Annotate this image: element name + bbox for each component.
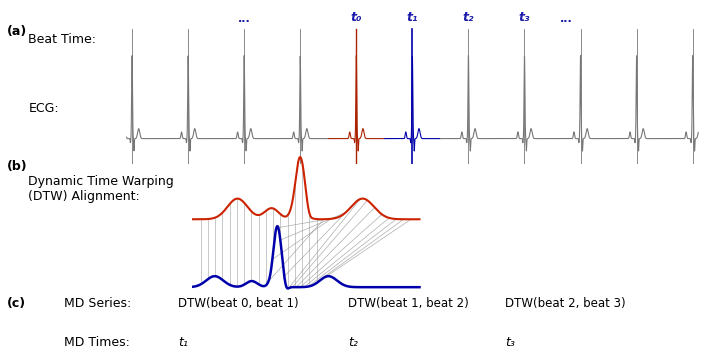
Text: MD Series:: MD Series: bbox=[64, 297, 132, 310]
Text: Beat Time:: Beat Time: bbox=[28, 33, 97, 46]
Text: ...: ... bbox=[560, 14, 573, 24]
Text: t₃: t₃ bbox=[505, 336, 515, 349]
Text: t₁: t₁ bbox=[407, 11, 418, 24]
Text: t₀: t₀ bbox=[351, 11, 362, 24]
Text: (a): (a) bbox=[7, 25, 27, 39]
Text: t₁: t₁ bbox=[178, 336, 188, 349]
Text: ECG:: ECG: bbox=[28, 102, 59, 115]
Text: ...: ... bbox=[237, 14, 250, 24]
Text: t₂: t₂ bbox=[348, 336, 358, 349]
Text: t₂: t₂ bbox=[463, 11, 474, 24]
Text: (b): (b) bbox=[7, 160, 28, 173]
Text: DTW(beat 1, beat 2): DTW(beat 1, beat 2) bbox=[348, 297, 469, 310]
Text: t₃: t₃ bbox=[519, 11, 530, 24]
Text: DTW(beat 2, beat 3): DTW(beat 2, beat 3) bbox=[505, 297, 626, 310]
Text: Dynamic Time Warping
(DTW) Alignment:: Dynamic Time Warping (DTW) Alignment: bbox=[28, 175, 174, 203]
Text: MD Times:: MD Times: bbox=[64, 336, 130, 349]
Text: (c): (c) bbox=[7, 297, 26, 310]
Text: DTW(beat 0, beat 1): DTW(beat 0, beat 1) bbox=[178, 297, 299, 310]
